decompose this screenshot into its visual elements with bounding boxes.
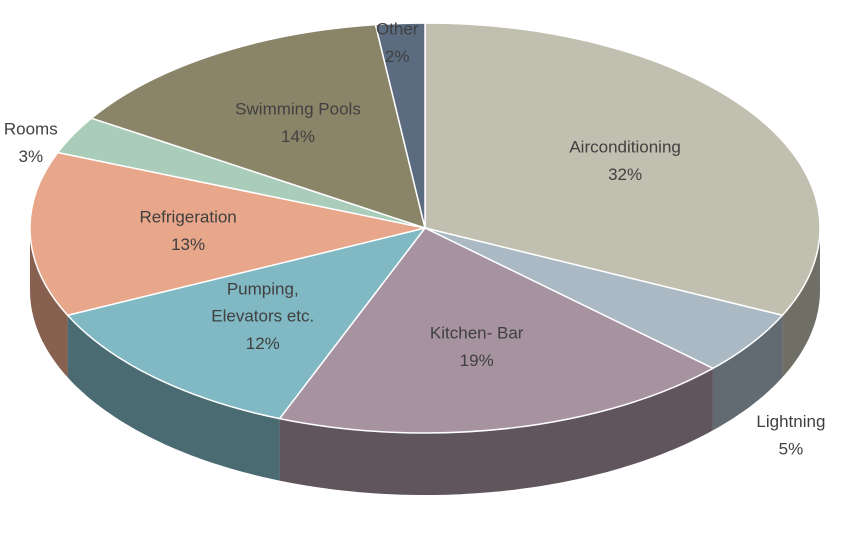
slice-side-shade (67, 315, 280, 481)
slice-label-line: Airconditioning (569, 138, 681, 157)
slice-label-line: Other (376, 20, 419, 39)
slice (66, 226, 427, 420)
slice-side-shade (712, 315, 783, 431)
slice-value-label: 2% (385, 47, 410, 66)
slice-side-shade (279, 368, 713, 495)
slice-value-label: 14% (281, 127, 315, 146)
slice (278, 227, 715, 434)
slice-label: Rooms (4, 120, 58, 139)
slice-side (782, 228, 820, 378)
slice-label: Refrigeration (139, 208, 236, 227)
slice-label-line: Pumping, (227, 280, 299, 299)
slice-side (712, 315, 783, 431)
slice-side (67, 315, 280, 481)
slice-label-line: Rooms (4, 120, 58, 139)
slice-label-line: Elevators etc. (211, 307, 314, 326)
slice-side (279, 368, 713, 495)
slice-value-label: 5% (779, 440, 804, 459)
slice (29, 151, 426, 317)
slice-label: Swimming Pools (235, 100, 361, 119)
slice-side (30, 228, 68, 378)
slice-label-line: Swimming Pools (235, 100, 361, 119)
slice-label: Lightning (756, 413, 825, 432)
slice-side-shade (782, 228, 820, 378)
slice-value-label: 19% (460, 351, 494, 370)
slice-value-label: 32% (608, 165, 642, 184)
slice-value-label: 13% (171, 235, 205, 254)
slice (424, 22, 821, 317)
slice-label: Other (376, 20, 419, 39)
slice-side-shade (30, 228, 68, 378)
slice (374, 22, 426, 229)
slice-label-line: Kitchen- Bar (430, 324, 524, 343)
slice (89, 23, 427, 230)
slice-label-line: Lightning (756, 413, 825, 432)
slice-label: Airconditioning (569, 138, 681, 157)
slice-label: Kitchen- Bar (430, 324, 524, 343)
slice-label: Pumping, Elevators etc. (211, 280, 314, 326)
slice-value-label: 12% (246, 334, 280, 353)
slice-value-label: 3% (19, 147, 44, 166)
slice-label-line: Refrigeration (139, 208, 236, 227)
